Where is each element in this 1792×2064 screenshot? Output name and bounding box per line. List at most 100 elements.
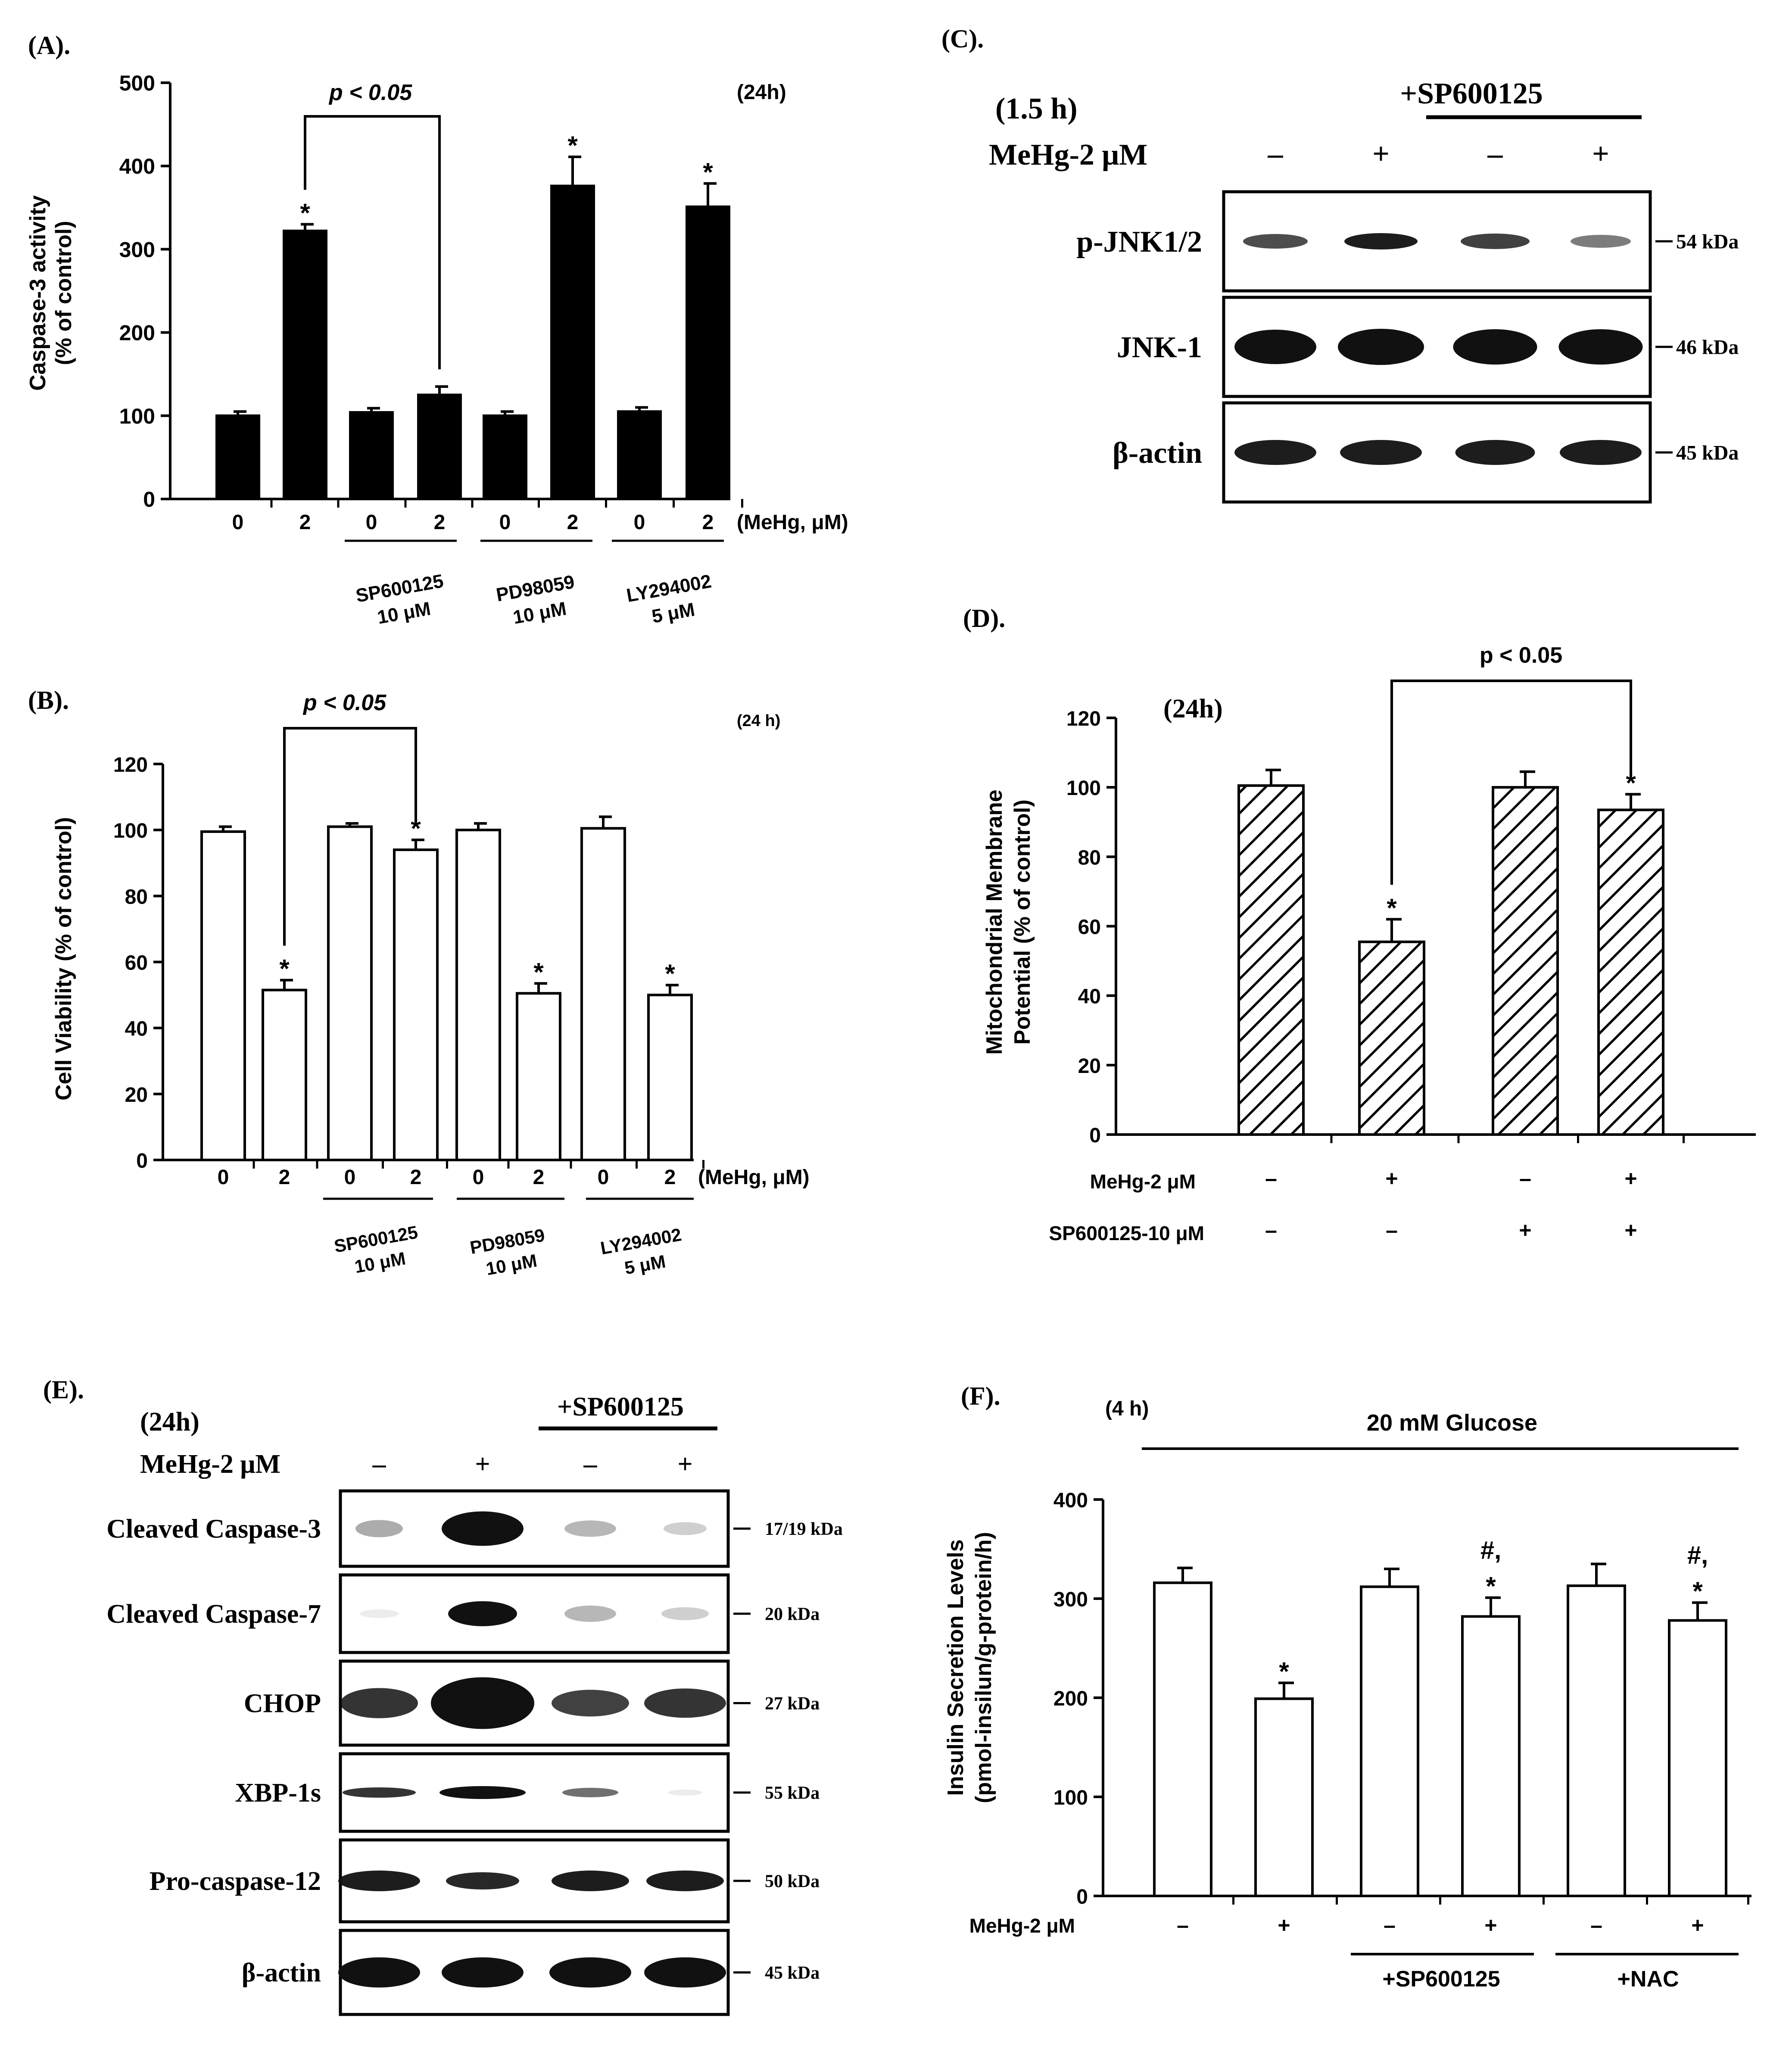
blot-label: β-actin (1113, 436, 1202, 470)
significance-marker: * (300, 198, 310, 227)
bar (686, 205, 730, 501)
y-tick-label: 40 (125, 1018, 148, 1041)
significance-marker: * (1692, 1577, 1703, 1606)
treatment-sign: + (1385, 1166, 1398, 1191)
panel-f-group-nac: +NAC (1617, 1967, 1679, 1992)
bar (1567, 1584, 1626, 1898)
significance-bracket (283, 727, 417, 946)
bar (349, 411, 394, 501)
panel-b-group-pd98059: PD9805910 μM (468, 1225, 550, 1281)
treatment-sign: – (1386, 1218, 1398, 1242)
treatment-sign: – (1177, 1913, 1189, 1937)
panel-e-treatment-label: MeHg-2 μM (140, 1450, 280, 1479)
panel-f-ylabel-1: Insulin Secretion Levels (943, 1539, 968, 1796)
blot-band (549, 1957, 631, 1988)
panel-a-significance: p < 0.05 (328, 80, 412, 105)
bar (393, 848, 439, 1162)
panel-c-blot-rows: p-JNK1/2 54 kDa JNK-1 46 kDa β-actin 45 kDa (1076, 190, 1739, 504)
significance-marker: * (1387, 893, 1397, 922)
x-tick-label: 0 (232, 511, 244, 534)
treatment-sign: + (1592, 137, 1609, 171)
significance-marker: * (703, 158, 713, 187)
panel-e-inhibitor: +SP600125 (557, 1392, 684, 1422)
y-tick-label: 100 (1066, 777, 1101, 800)
blot-band (446, 1872, 519, 1889)
blot-band (562, 1788, 618, 1797)
bar (617, 410, 662, 501)
y-tick-label: 100 (1053, 1787, 1088, 1809)
blot-band (664, 1522, 707, 1535)
panel-c-time: (1.5 h) (995, 92, 1078, 125)
x-tick-label: 0 (598, 1166, 609, 1189)
y-tick-label: 200 (1053, 1687, 1088, 1710)
treatment-sign: – (1519, 1166, 1531, 1191)
blot-band (442, 1511, 524, 1546)
panel-a-chart: 0 100 200 300 400 500 0 * 2 0 2 0 * 2 0 * 2 (119, 71, 743, 534)
treatment-sign: + (1624, 1218, 1637, 1242)
blot-label: JNK-1 (1117, 331, 1202, 364)
significance-marker: #, (1687, 1541, 1708, 1569)
bar (417, 393, 462, 500)
panel-b-time: (24 h) (737, 712, 780, 730)
y-tick-label: 0 (1076, 1886, 1088, 1908)
panel-b-group-ly294002: LY2940025 μM (599, 1224, 687, 1281)
treatment-sign: + (1691, 1913, 1704, 1937)
bar (483, 414, 527, 500)
panel-d-label: (D). (963, 604, 1005, 633)
x-tick-label: 2 (279, 1166, 290, 1189)
bar (1461, 1615, 1521, 1897)
panel-b-xunit: (MeHg, μM) (698, 1166, 810, 1189)
panel-a-label: (A). (28, 31, 70, 59)
blot-band (1560, 440, 1642, 465)
treatment-sign: – (1268, 137, 1284, 171)
bar (455, 829, 501, 1161)
y-tick-label: 300 (119, 237, 155, 262)
blot-band (1234, 330, 1316, 364)
kda-label: 55 kDa (765, 1783, 820, 1803)
panel-f-condition: 20 mM Glucose (1367, 1410, 1537, 1436)
bar (1492, 786, 1559, 1136)
y-tick-label: 100 (119, 404, 155, 428)
panel-a-groups: SP60012510 μM PD9805910 μM LY2940025 μM (345, 539, 724, 628)
bar (647, 994, 693, 1161)
panel-e-label: (E). (43, 1375, 84, 1404)
panel-b-groups: SP60012510 μM PD9805910 μM LY2940025 μM (323, 1197, 694, 1281)
x-tick-label: 2 (299, 511, 311, 534)
blot-label: Cleaved Caspase-3 (106, 1515, 321, 1544)
kda-label: 45 kDa (1676, 441, 1739, 464)
bar (1153, 1581, 1212, 1897)
kda-label: 46 kDa (1676, 336, 1739, 359)
blot-band (1453, 329, 1537, 365)
panel-a-time: (24h) (737, 81, 786, 104)
kda-label: 17/19 kDa (765, 1519, 843, 1539)
treatment-sign: – (1590, 1913, 1602, 1937)
treatment-sign: + (475, 1450, 490, 1479)
kda-label: 50 kDa (765, 1871, 820, 1891)
panel-a-xunit: (MeHg, μM) (737, 511, 848, 534)
blot-band (340, 1688, 418, 1718)
blot-band (668, 1790, 702, 1796)
significance-marker: * (279, 954, 290, 983)
y-tick-label: 0 (1089, 1124, 1101, 1147)
y-tick-label: 40 (1078, 985, 1101, 1008)
y-tick-label: 500 (119, 71, 155, 95)
panel-c-label: (C). (941, 25, 984, 53)
blot-band (355, 1520, 403, 1537)
kda-label: 54 kDa (1676, 230, 1739, 253)
blot-band (442, 1957, 524, 1988)
y-tick-label: 400 (119, 154, 155, 178)
bar (550, 184, 595, 500)
significance-marker: * (533, 957, 544, 986)
blot-label: CHOP (244, 1689, 321, 1718)
kda-label: 45 kDa (765, 1963, 820, 1983)
y-tick-label: 80 (125, 885, 148, 908)
significance-marker: * (1279, 1657, 1289, 1686)
blot-band (343, 1787, 416, 1798)
bar (1360, 1585, 1419, 1897)
blot-label: XBP-1s (235, 1778, 321, 1808)
y-tick-label: 120 (113, 754, 148, 776)
treatment-sign: – (583, 1450, 598, 1479)
blot-band (1340, 440, 1422, 465)
significance-marker: * (665, 959, 675, 988)
